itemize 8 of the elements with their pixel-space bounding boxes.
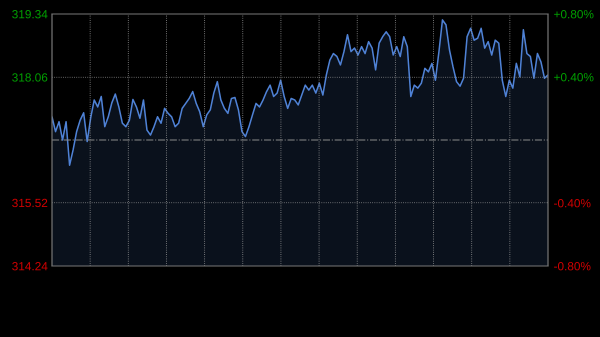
- y2-tick-label: +0.40%: [554, 73, 594, 82]
- y2-tick-label: -0.80%: [554, 262, 591, 270]
- y-tick-label: 314.24: [12, 262, 48, 270]
- y-tick-label: 315.52: [12, 198, 48, 208]
- y2-tick-label: +0.80%: [554, 10, 594, 18]
- y2-tick-label: -0.40%: [554, 199, 591, 208]
- y-tick-label: 318.06: [12, 73, 48, 82]
- y-tick-label: 319.34: [12, 10, 48, 18]
